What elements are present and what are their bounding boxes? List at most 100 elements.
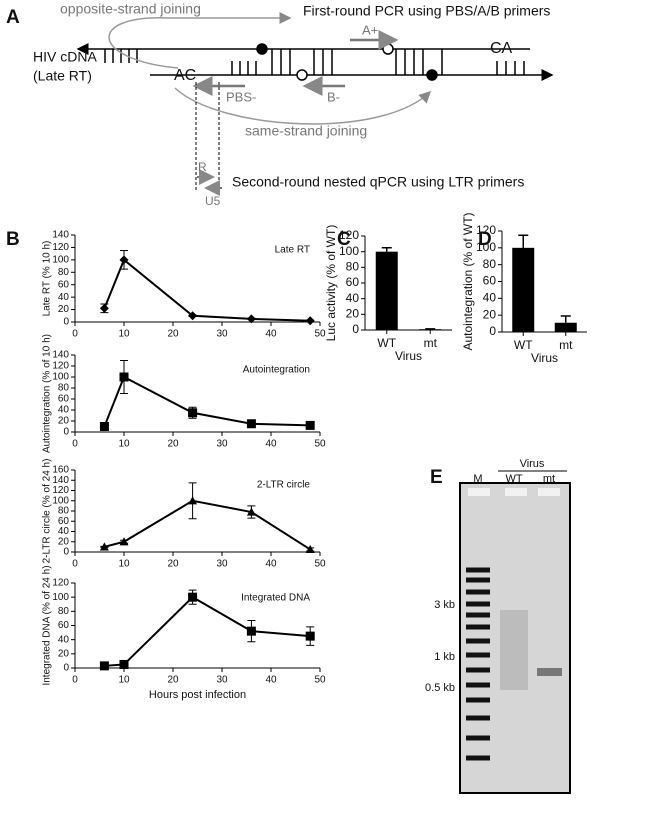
label: opposite-strand joining: [60, 1, 201, 17]
ticks: [105, 49, 137, 63]
x-tick-label: 20: [167, 439, 179, 450]
x-tick-label: 10: [118, 559, 130, 570]
y-tick-label: 80: [483, 257, 497, 271]
x-axis-label: Virus: [395, 349, 422, 363]
label: HIV cDNA: [33, 49, 97, 65]
line: [104, 597, 310, 666]
y-axis-label: Autointegration (% of WT): [461, 212, 475, 350]
y-axis-label: Integrated DNA (% of 24 h): [42, 565, 53, 685]
y-tick-label: 0: [352, 322, 359, 336]
label: R: [198, 160, 207, 174]
marker: [306, 316, 315, 325]
label: U5: [205, 194, 221, 208]
annotation: Integrated DNA: [241, 593, 310, 604]
x-tick-label: 20: [167, 675, 179, 686]
size-label: 1 kb: [434, 651, 455, 663]
marker: [306, 545, 315, 553]
y-tick-label: 60: [58, 516, 70, 527]
label: CA: [490, 40, 513, 57]
y-tick-label: 20: [483, 307, 497, 321]
y-tick-label: 60: [483, 274, 497, 288]
x-tick-label: 40: [265, 439, 277, 450]
annotation: Late RT: [275, 245, 310, 256]
x-tick-label: 20: [167, 559, 179, 570]
line: [104, 260, 310, 321]
y-tick-label: 0: [63, 427, 69, 438]
panel-label: E: [430, 467, 443, 488]
y-axis-label: Autointegration (% of 10 h): [42, 334, 53, 453]
y-tick-label: 20: [58, 416, 70, 427]
y-tick-label: 100: [52, 495, 69, 506]
y-tick-label: 80: [58, 606, 70, 617]
same-arrow: [175, 88, 430, 124]
line: [104, 377, 310, 427]
y-tick-label: 100: [476, 240, 496, 254]
x-tick-label: 50: [314, 559, 326, 570]
gel-header: Virus: [520, 458, 545, 470]
marker: [100, 422, 109, 431]
marker: [120, 373, 129, 382]
y-tick-label: 40: [483, 291, 497, 305]
y-axis-label: 2-LTR circle (% of 24 h): [42, 459, 53, 564]
y-tick-label: 160: [52, 465, 69, 476]
y-tick-label: 40: [58, 634, 70, 645]
y-tick-label: 120: [52, 485, 69, 496]
marker: [188, 593, 197, 602]
y-tick-label: 100: [52, 254, 69, 265]
x-tick-label: 0: [72, 329, 78, 340]
panel-label: A: [6, 7, 20, 28]
ticks: [232, 61, 256, 75]
x-tick-label: 50: [314, 439, 326, 450]
label: (Late RT): [33, 68, 92, 84]
error-bar: [561, 316, 571, 323]
lane-label: mt: [543, 473, 555, 485]
marker: [306, 421, 315, 430]
label: PBS-: [226, 89, 256, 104]
marker: [188, 408, 197, 417]
y-axis-label: Luc activity (% of WT): [324, 225, 338, 342]
y-tick-label: 100: [339, 244, 359, 258]
y-tick-label: 0: [63, 663, 69, 674]
well: [538, 488, 560, 496]
y-tick-label: 0: [63, 317, 69, 328]
x-tick-label: 30: [216, 329, 228, 340]
x-tick-label: 0: [72, 439, 78, 450]
label: Second-round nested qPCR using LTR prime…: [232, 174, 524, 190]
y-tick-label: 60: [58, 620, 70, 631]
circle: [257, 44, 267, 54]
y-tick-label: 120: [476, 223, 496, 237]
x-tick-label: 40: [265, 329, 277, 340]
x-tick-label: 40: [265, 559, 277, 570]
y-tick-label: 0: [63, 547, 69, 558]
x-tick-label: WT: [514, 338, 533, 352]
x-tick-label: 10: [118, 675, 130, 686]
x-tick-label: WT: [377, 336, 396, 350]
gel: [460, 471, 570, 793]
annotation: 2-LTR circle: [257, 480, 311, 491]
marker: [120, 660, 129, 669]
y-axis-label: Late RT (% 10 h): [42, 241, 53, 317]
y-tick-label: 0: [489, 324, 496, 338]
x-tick-label: 10: [118, 329, 130, 340]
marker: [188, 496, 197, 504]
x-axis-label: Virus: [531, 351, 558, 365]
y-tick-label: 120: [52, 242, 69, 253]
x-tick-label: 40: [265, 675, 277, 686]
y-tick-label: 80: [346, 260, 360, 274]
marker: [120, 537, 129, 545]
x-tick-label: 0: [72, 675, 78, 686]
y-tick-label: 60: [346, 275, 360, 289]
label: AC: [174, 67, 196, 84]
bar: [376, 252, 398, 330]
y-tick-label: 60: [58, 279, 70, 290]
label: A+: [362, 22, 378, 37]
y-tick-label: 140: [52, 230, 69, 241]
x-axis-label: Hours post infection: [149, 689, 246, 701]
error-bar: [518, 235, 528, 248]
line: [104, 501, 310, 550]
marker: [247, 419, 256, 428]
circle: [383, 44, 393, 54]
y-tick-label: 120: [52, 578, 69, 589]
